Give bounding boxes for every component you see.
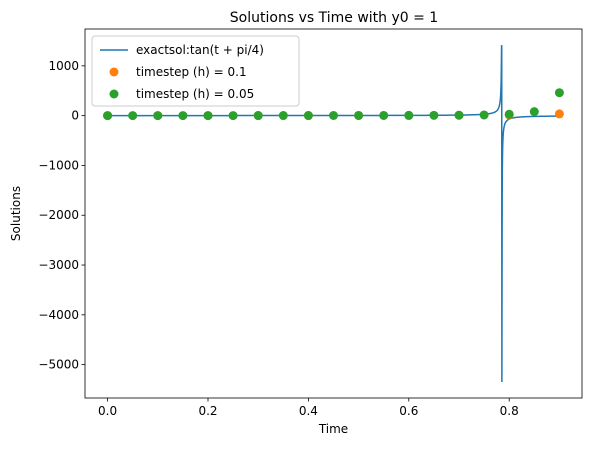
data-point-series-1 — [554, 109, 564, 119]
data-point-series-2 — [479, 110, 489, 120]
legend-entry-label: exactsol:tan(t + pi/4) — [136, 43, 264, 57]
plot-frame — [84, 28, 583, 399]
data-point-series-2 — [429, 110, 439, 120]
data-point-series-2 — [529, 107, 539, 117]
legend-entry-label: timestep (h) = 0.05 — [136, 87, 254, 101]
y-tick-label: 0 — [71, 109, 79, 123]
data-point-series-2 — [203, 111, 213, 121]
legend-marker-swatch — [109, 67, 119, 77]
x-tick-label: 0.2 — [198, 404, 217, 418]
y-axis: −5000 −4000 −3000 −2000 −1000 0 1000 — [38, 59, 85, 372]
legend: exactsol:tan(t + pi/4) timestep (h) = 0.1… — [91, 35, 300, 107]
data-point-series-2 — [253, 111, 263, 121]
data-point-series-2 — [278, 111, 288, 121]
y-tick-label: −2000 — [38, 208, 79, 222]
data-point-series-2 — [178, 111, 188, 121]
data-point-series-2 — [379, 110, 389, 120]
legend-marker-swatch — [109, 89, 119, 99]
y-tick-label: 1000 — [48, 59, 79, 73]
y-tick-label: −1000 — [38, 158, 79, 172]
data-point-series-2 — [504, 109, 514, 119]
legend-entry-label: timestep (h) = 0.1 — [136, 65, 247, 79]
y-tick-label: −3000 — [38, 258, 79, 272]
x-tick-label: 0.0 — [98, 404, 117, 418]
chart-title: Solutions vs Time with y0 = 1 — [230, 10, 438, 26]
y-tick-label: −4000 — [38, 308, 79, 322]
x-tick-label: 0.6 — [399, 404, 418, 418]
data-point-series-2 — [228, 111, 238, 121]
y-axis-label: Solutions — [9, 186, 23, 241]
data-point-series-2 — [329, 110, 338, 120]
data-point-series-2 — [404, 110, 414, 120]
x-tick-label: 0.8 — [500, 404, 519, 418]
data-point-series-2 — [103, 111, 113, 121]
series-layer — [103, 45, 564, 383]
data-point-series-2 — [303, 111, 313, 121]
x-axis-label: Time — [318, 422, 348, 436]
data-point-series-2 — [128, 111, 138, 121]
data-point-series-2 — [354, 110, 364, 120]
plot-area — [84, 28, 583, 399]
legend-box — [91, 35, 300, 107]
x-tick-label: 0.4 — [299, 404, 318, 418]
data-point-series-2 — [153, 111, 163, 121]
y-tick-label: −5000 — [38, 358, 79, 372]
x-axis: 0.0 0.2 0.4 0.6 0.8 — [98, 398, 519, 418]
data-point-series-2 — [454, 110, 464, 120]
data-point-series-2 — [554, 88, 564, 98]
